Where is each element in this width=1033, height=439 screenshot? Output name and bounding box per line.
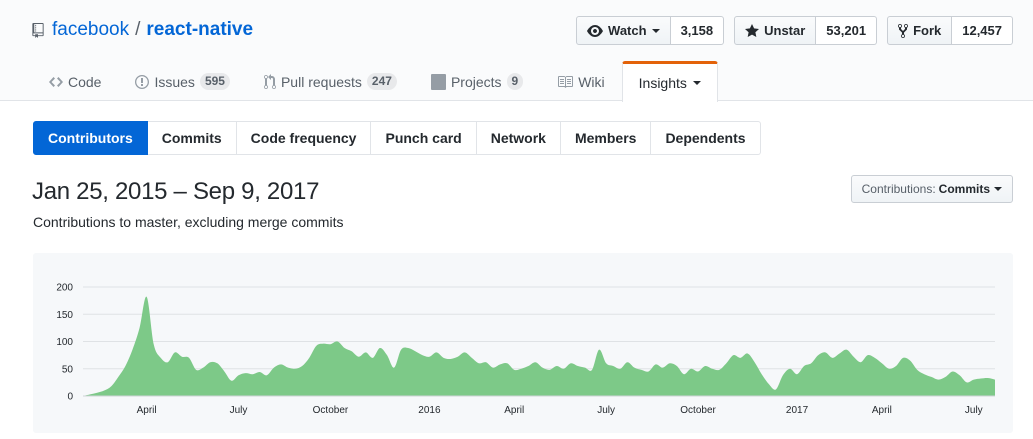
issues-count: 595 — [199, 72, 230, 91]
y-tick-label: 100 — [56, 337, 73, 348]
repo-nav: Code Issues 595 Pull requests 247 Projec… — [32, 61, 718, 102]
tab-insights[interactable]: Insights — [621, 61, 718, 102]
watch-button[interactable]: Watch — [576, 16, 671, 45]
eye-icon — [587, 24, 604, 37]
x-tick-label: July — [965, 405, 983, 416]
subnav-network[interactable]: Network — [476, 121, 561, 155]
insights-subnav: Contributors Commits Code frequency Punc… — [33, 121, 761, 155]
tab-code-label: Code — [68, 73, 102, 90]
repo-name-link[interactable]: react-native — [146, 19, 254, 40]
y-tick-label: 150 — [56, 310, 73, 321]
tab-code[interactable]: Code — [32, 61, 118, 101]
repo-separator: / — [135, 19, 141, 40]
fork-label: Fork — [913, 23, 942, 38]
subnav-punch-card[interactable]: Punch card — [371, 121, 477, 155]
repo-book-icon — [32, 22, 44, 38]
subnav-members[interactable]: Members — [560, 121, 652, 155]
tab-insights-label: Insights — [638, 75, 687, 91]
x-tick-label: April — [504, 405, 524, 416]
repo-title: facebook / react-native — [32, 18, 253, 42]
repo-owner-link[interactable]: facebook — [52, 19, 130, 40]
commits-area-series — [83, 296, 995, 396]
date-range-title: Jan 25, 2015 – Sep 9, 2017 — [32, 178, 320, 205]
contributions-area-chart: 0 50 100 150 200 April July October 2016 April Jul… — [56, 283, 995, 416]
subnav-code-frequency[interactable]: Code frequency — [236, 121, 372, 155]
star-icon — [745, 23, 760, 37]
date-range-subtitle: Contributions to master, excluding merge… — [33, 214, 344, 230]
contributions-chart: 0 50 100 150 200 April July October 2016 April Jul… — [33, 253, 1013, 433]
x-tick-label: July — [597, 405, 615, 416]
star-count[interactable]: 53,201 — [816, 16, 878, 45]
tab-wiki-label: Wiki — [578, 73, 605, 90]
x-tick-label: October — [313, 405, 349, 416]
star-group: Unstar 53,201 — [734, 16, 878, 45]
x-tick-label: October — [680, 405, 716, 416]
chevron-down-icon — [692, 81, 701, 85]
book-icon — [558, 75, 574, 88]
watch-group: Watch 3,158 — [576, 16, 725, 45]
tab-pull-requests[interactable]: Pull requests 247 — [247, 61, 414, 101]
projects-count: 9 — [506, 72, 524, 91]
subnav-commits[interactable]: Commits — [147, 121, 237, 155]
unstar-button[interactable]: Unstar — [734, 16, 817, 45]
watch-label: Watch — [608, 23, 647, 38]
pull-requests-count: 247 — [366, 72, 397, 91]
fork-button[interactable]: Fork — [887, 16, 953, 45]
pull-request-icon — [263, 73, 276, 89]
tab-projects[interactable]: Projects 9 — [414, 61, 540, 101]
x-tick-label: April — [872, 405, 892, 416]
issue-icon — [135, 74, 150, 89]
tab-issues-label: Issues — [154, 73, 195, 90]
fork-icon — [898, 23, 909, 38]
subnav-dependents[interactable]: Dependents — [651, 121, 761, 155]
chevron-down-icon — [651, 28, 660, 33]
contributions-select[interactable]: Contributions: Commits — [850, 175, 1013, 203]
x-tick-label: July — [230, 405, 248, 416]
fork-count[interactable]: 12,457 — [952, 16, 1013, 45]
chevron-down-icon — [994, 187, 1002, 191]
x-tick-label: 2017 — [786, 405, 809, 416]
fork-group: Fork 12,457 — [887, 16, 1013, 45]
y-tick-label: 50 — [62, 364, 74, 375]
subnav-contributors[interactable]: Contributors — [33, 121, 148, 155]
y-tick-label: 0 — [67, 392, 73, 403]
tab-wiki[interactable]: Wiki — [540, 61, 621, 101]
tab-issues[interactable]: Issues 595 — [118, 61, 247, 101]
page-actions: Watch 3,158 Unstar 53,201 Fork 12,457 — [566, 16, 1013, 45]
contributions-select-value: Commits — [938, 182, 990, 196]
unstar-label: Unstar — [764, 23, 806, 38]
x-tick-label: April — [137, 405, 157, 416]
contributions-select-label: Contributions: — [861, 182, 936, 196]
watch-count[interactable]: 3,158 — [670, 16, 725, 45]
tab-projects-label: Projects — [450, 73, 502, 90]
y-tick-label: 200 — [56, 283, 73, 294]
repo-header: facebook / react-native Watch 3,158 Unst… — [0, 0, 1033, 102]
tab-pull-requests-label: Pull requests — [280, 73, 362, 90]
project-icon — [430, 73, 446, 90]
code-icon — [49, 76, 63, 87]
x-tick-label: 2016 — [418, 405, 441, 416]
